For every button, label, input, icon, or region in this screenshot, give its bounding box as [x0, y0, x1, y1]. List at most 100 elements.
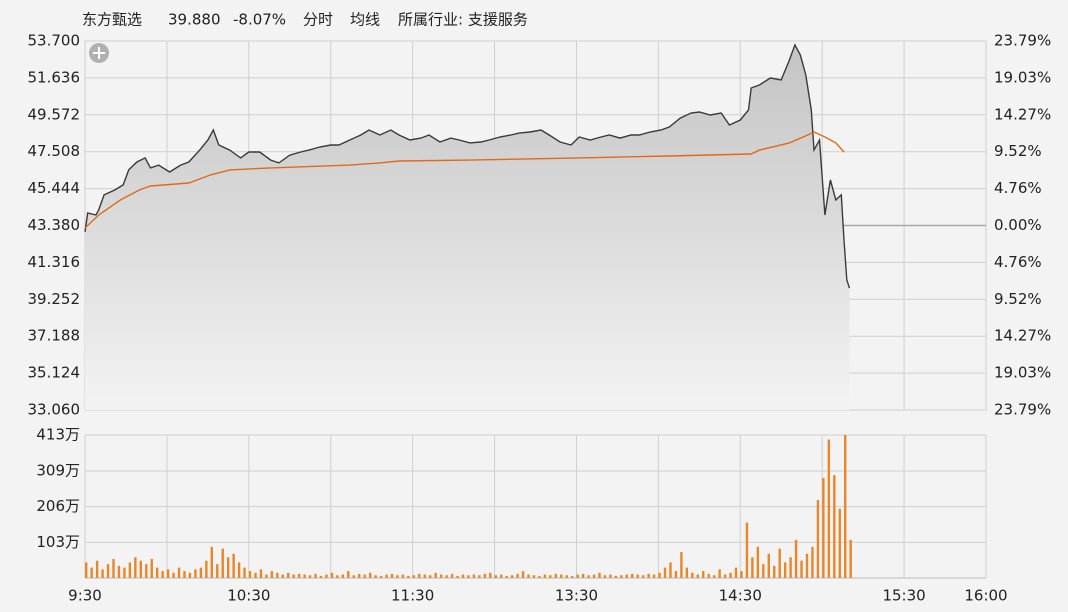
volume-bar	[259, 569, 263, 578]
y2-tick-label: 0.00%	[994, 216, 1042, 234]
y-tick-label: 47.508	[28, 142, 81, 160]
volume-bar	[576, 574, 579, 578]
volume-bar	[614, 575, 618, 578]
y-tick-label: 35.124	[28, 364, 81, 382]
volume-bar	[674, 571, 678, 578]
y-tick-label: 413万	[36, 426, 80, 444]
volume-bar	[805, 553, 809, 578]
volume-bar	[800, 560, 803, 578]
volume-bar	[527, 574, 530, 578]
volume-bar	[270, 571, 274, 578]
volume-bar	[603, 575, 607, 578]
volume-bar	[811, 546, 814, 578]
volume-bar	[237, 562, 241, 578]
volume-bar	[248, 571, 252, 578]
volume-bar	[570, 575, 574, 578]
change-percent: -8.07%	[233, 11, 286, 29]
volume-bar	[844, 435, 847, 578]
volume-bar	[434, 572, 437, 578]
price-line	[84, 43, 851, 289]
volume-bar	[330, 572, 334, 578]
volume-bar	[625, 574, 628, 578]
y-tick-label: 53.700	[28, 32, 81, 50]
volume-bar	[636, 574, 639, 578]
volume-bar	[521, 571, 525, 578]
average-line	[84, 131, 845, 229]
volume-bar	[106, 564, 110, 578]
volume-bar	[549, 575, 552, 578]
volume-bar	[696, 574, 699, 578]
volume-bar	[778, 548, 781, 578]
y-tick-label: 41.316	[28, 253, 81, 271]
volume-bar	[598, 572, 601, 578]
volume-bar	[833, 475, 836, 578]
y-tick-label: 206万	[36, 497, 80, 515]
volume-bar	[210, 546, 213, 578]
volume-bar	[85, 562, 88, 578]
volume-bar	[276, 572, 279, 578]
volume-bar	[723, 574, 727, 578]
volume-bar	[652, 574, 656, 578]
volume-bar	[281, 574, 284, 578]
x-tick-label: 14:30	[719, 587, 762, 605]
y-tick-label: 39.252	[28, 290, 81, 308]
volume-bar	[445, 575, 448, 578]
volume-bar	[510, 575, 514, 578]
volume-bar	[702, 571, 705, 578]
volume-bar	[145, 564, 148, 578]
add-button[interactable]	[89, 43, 109, 63]
volume-bar	[740, 571, 743, 578]
volume-bar	[177, 567, 181, 578]
volume-bar	[401, 574, 405, 578]
x-tick-label: 13:30	[555, 587, 598, 605]
plot: 9:30 10:30 11:30 13:30 14:30 15:30 16:00 53.700…	[28, 32, 1052, 605]
volume-bar	[352, 575, 355, 578]
volume-bar	[505, 575, 508, 578]
volume-bar	[232, 553, 235, 578]
volume-bar	[423, 574, 426, 578]
volume-bar	[756, 546, 760, 578]
volume-bar	[379, 575, 383, 578]
x-tick-label: 9:30	[68, 587, 102, 605]
x-tick-label: 15:30	[882, 587, 925, 605]
volume-bar	[461, 574, 465, 578]
volume-bar	[412, 575, 416, 578]
volume-bar	[303, 574, 306, 578]
volume-bar	[849, 539, 852, 578]
volume-bar	[472, 574, 476, 578]
volume-bar	[385, 574, 388, 578]
volume-bar	[500, 574, 503, 578]
volume-bar	[822, 477, 825, 578]
mode-label[interactable]: 分时	[303, 11, 333, 29]
volume-bar	[363, 574, 366, 578]
volume-bar	[745, 522, 749, 578]
volume-bar	[396, 575, 399, 578]
volume-bar	[691, 572, 694, 578]
volume-bar	[631, 573, 634, 578]
industry-label: 所属行业: 支援服务	[398, 11, 528, 29]
volume-bar	[838, 508, 841, 578]
volume-bar	[205, 560, 208, 578]
volume-bar	[773, 565, 776, 578]
x-tick-label: 16:00	[964, 587, 1007, 605]
y2-tick-label: 23.79%	[994, 401, 1051, 419]
volume-bar	[368, 572, 372, 578]
volume-bar	[827, 439, 831, 578]
volume-bar	[783, 562, 787, 578]
y-tick-label: 33.060	[28, 401, 81, 419]
volume-bar	[494, 575, 497, 578]
price-area	[85, 44, 850, 411]
volume-bar	[407, 575, 410, 578]
volume-bar	[418, 573, 421, 578]
volume-bar	[221, 548, 224, 578]
y-tick-label: 309万	[36, 462, 80, 480]
volume-bar	[658, 572, 661, 578]
volume-bar	[794, 539, 798, 578]
x-tick-label: 10:30	[227, 587, 270, 605]
volume-bar	[592, 574, 596, 578]
legend-average: 均线	[350, 11, 380, 29]
volume-bar	[707, 573, 710, 578]
volume-bar	[609, 574, 612, 578]
volume-bar	[767, 553, 770, 578]
